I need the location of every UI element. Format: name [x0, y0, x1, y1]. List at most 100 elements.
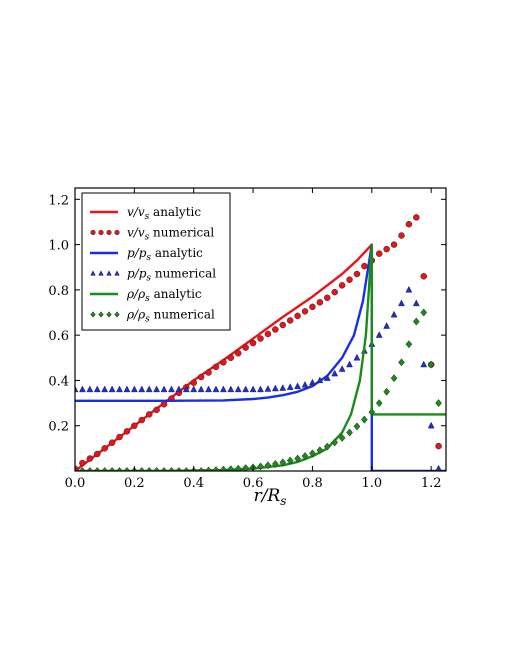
data-point-p-p-s-numerical [316, 376, 324, 384]
legend-label-sub: s [146, 253, 151, 263]
data-point-p-p-s-numerical [138, 385, 146, 393]
legend-marker-v-v-s-numerical [114, 229, 120, 236]
data-point-v-v-s-numerical [153, 406, 160, 414]
legend-label-text: analytic [149, 205, 201, 219]
data-point-p-p-s-numerical [338, 365, 346, 372]
legend-label-v-v-s-analytic: v/vs analytic [127, 205, 201, 222]
data-point-rho-rho-s-numerical [294, 454, 301, 463]
data-point-p-p-s-numerical [234, 385, 242, 393]
data-point-rho-rho-s-numerical [316, 446, 324, 455]
data-point-p-p-s-numerical [412, 299, 420, 307]
data-point-rho-rho-s-numerical [138, 467, 146, 471]
data-point-p-p-s-numerical [435, 464, 442, 471]
data-point-v-v-s-numerical [383, 245, 390, 253]
legend-label-text: numerical [150, 308, 215, 322]
data-point-p-p-s-numerical [294, 382, 302, 389]
data-point-p-p-s-numerical [190, 385, 198, 393]
data-point-v-v-s-numerical [227, 354, 235, 362]
data-point-p-p-s-numerical [145, 385, 153, 393]
data-point-p-p-s-numerical [160, 385, 168, 393]
data-point-rho-rho-s-numerical [182, 467, 190, 471]
legend-label-math: ρ/ρ [126, 308, 145, 322]
data-point-rho-rho-s-numerical [153, 467, 160, 471]
data-point-p-p-s-numerical [219, 385, 227, 393]
data-point-p-p-s-numerical [101, 385, 109, 393]
data-point-rho-rho-s-numerical [309, 449, 316, 458]
legend-marker-p-p-s-numerical [98, 270, 104, 276]
y-tick-label: 1.0 [48, 239, 69, 254]
data-point-v-v-s-numerical [286, 317, 294, 324]
data-point-p-p-s-numerical [227, 385, 235, 393]
x-tick-label: 0.0 [65, 476, 86, 491]
legend-label-v-v-s-numerical: v/vs numerical [127, 226, 214, 243]
data-point-rho-rho-s-numerical [101, 467, 109, 471]
data-point-v-v-s-numerical [94, 450, 101, 458]
legend-marker-v-v-s-numerical [98, 229, 104, 236]
data-point-v-v-s-numerical [316, 299, 324, 306]
legend-label-math: p/p [127, 267, 147, 281]
data-point-v-v-s-numerical [242, 344, 249, 351]
data-point-p-p-s-numerical [301, 380, 309, 388]
data-point-v-v-s-numerical [405, 220, 413, 228]
data-point-rho-rho-s-numerical [116, 467, 123, 471]
data-point-p-p-s-numerical [271, 384, 279, 392]
legend-marker-rho-rho-s-numerical [106, 311, 112, 318]
y-tick-label: 0.4 [48, 374, 69, 389]
data-point-rho-rho-s-numerical [123, 467, 131, 471]
data-point-v-v-s-numerical [160, 400, 168, 408]
data-point-rho-rho-s-numerical [323, 442, 331, 451]
data-point-p-p-s-numerical [346, 360, 353, 368]
data-point-rho-rho-s-numerical [227, 465, 235, 471]
data-point-v-v-s-numerical [197, 373, 205, 381]
data-point-rho-rho-s-numerical [108, 467, 116, 471]
data-point-p-p-s-numerical [153, 385, 161, 393]
data-point-v-v-s-numerical [264, 330, 272, 338]
data-point-v-v-s-numerical [249, 339, 257, 347]
data-point-v-v-s-numerical [353, 270, 361, 278]
data-point-rho-rho-s-numerical [412, 317, 420, 326]
data-point-rho-rho-s-numerical [212, 466, 220, 471]
data-point-rho-rho-s-numerical [279, 458, 287, 467]
data-point-p-p-s-numerical [75, 385, 79, 393]
data-point-rho-rho-s-numerical [220, 465, 227, 471]
data-point-p-p-s-numerical [323, 374, 331, 381]
data-point-p-p-s-numerical [257, 385, 264, 393]
data-point-p-p-s-numerical [309, 378, 316, 386]
data-point-v-v-s-numerical [123, 428, 131, 435]
data-point-v-v-s-numerical [101, 445, 108, 452]
data-point-v-v-s-numerical [205, 369, 212, 376]
legend-marker-p-p-s-numerical [106, 270, 112, 276]
legend-label-sub: s [145, 212, 150, 222]
data-point-rho-rho-s-numerical [353, 422, 361, 431]
data-point-v-v-s-numerical [220, 359, 227, 366]
data-point-v-v-s-numerical [294, 312, 301, 320]
data-point-v-v-s-numerical [398, 232, 405, 239]
data-point-p-p-s-numerical [375, 331, 383, 338]
data-point-rho-rho-s-numerical [197, 467, 205, 471]
data-point-p-p-s-numerical [249, 385, 257, 393]
data-point-v-v-s-numerical [324, 294, 331, 302]
x-tick-label: 0.4 [183, 476, 204, 491]
y-tick-label: 0.2 [48, 420, 69, 435]
data-point-v-v-s-numerical [257, 335, 264, 342]
data-point-rho-rho-s-numerical [242, 464, 249, 471]
data-point-v-v-s-numerical [138, 416, 146, 424]
legend-label-text: numerical [149, 226, 214, 240]
x-tick-label: 1.0 [361, 476, 382, 491]
data-point-rho-rho-s-numerical [301, 452, 309, 461]
legend-marker-v-v-s-numerical [106, 229, 112, 236]
data-point-p-p-s-numerical [123, 385, 131, 393]
legend-marker-p-p-s-numerical [114, 270, 120, 276]
legend-marker-p-p-s-numerical [90, 270, 96, 276]
legend-marker-rho-rho-s-numerical [98, 311, 104, 318]
data-point-v-v-s-numerical [212, 363, 220, 371]
data-point-p-p-s-numerical [212, 385, 220, 393]
data-point-rho-rho-s-numerical [331, 438, 339, 447]
data-point-p-p-s-numerical [420, 360, 428, 368]
data-point-rho-rho-s-numerical [168, 467, 175, 471]
data-point-rho-rho-s-numerical [257, 462, 264, 471]
legend-marker-rho-rho-s-numerical [114, 311, 120, 318]
legend-label-math: v/v [127, 226, 145, 240]
data-point-p-p-s-numerical [383, 322, 391, 329]
data-point-rho-rho-s-numerical [160, 467, 168, 471]
